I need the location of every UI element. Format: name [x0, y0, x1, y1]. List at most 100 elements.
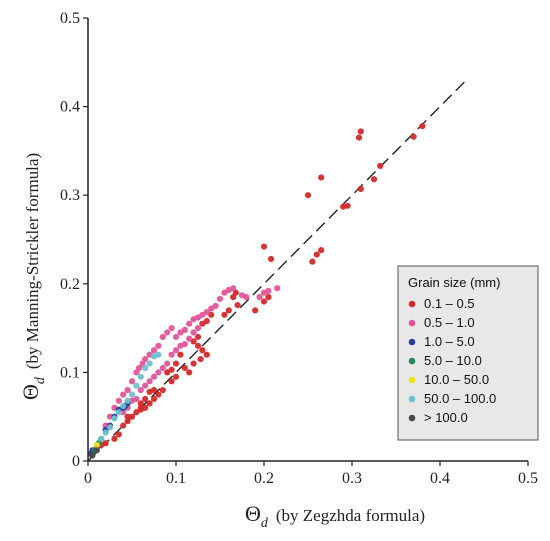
data-point	[155, 369, 162, 376]
data-point	[93, 447, 100, 454]
data-point	[146, 378, 153, 385]
data-point	[230, 293, 237, 301]
data-point	[181, 364, 188, 372]
data-point	[177, 329, 184, 336]
data-point	[355, 134, 363, 141]
data-points-layer	[87, 122, 426, 459]
data-point	[267, 255, 275, 263]
x-tick-label: 0	[84, 470, 92, 487]
tick-labels-layer: 0 0.1 0.2 0.3 0.4 0.5 0 0.1 0.2 0.3 0.4 0.5	[60, 10, 538, 487]
data-point	[194, 325, 202, 332]
data-point	[340, 203, 347, 210]
data-point	[318, 247, 325, 254]
legend-marker	[408, 357, 416, 365]
legend-marker	[408, 395, 416, 403]
data-point	[106, 424, 114, 431]
data-point	[194, 342, 202, 349]
data-point	[111, 415, 118, 422]
data-point	[410, 133, 417, 140]
legend-marker	[408, 338, 416, 346]
legend-box	[397, 265, 539, 441]
legend-label: 1.0 – 5.0	[424, 334, 475, 349]
data-point	[186, 369, 193, 376]
y-tick-label: 0.3	[60, 187, 80, 204]
data-point	[142, 364, 149, 372]
data-point	[120, 391, 127, 398]
data-point	[146, 400, 153, 407]
data-point	[260, 243, 268, 250]
data-point	[252, 307, 259, 314]
y-axis-symbol: Θ	[18, 384, 43, 400]
data-point	[260, 289, 268, 296]
x-axis-subscript: d	[261, 516, 269, 531]
data-point	[190, 360, 197, 367]
data-point	[199, 320, 206, 327]
data-point	[102, 429, 109, 436]
axes-layer	[83, 17, 529, 466]
data-point	[124, 413, 131, 420]
data-point	[150, 395, 158, 403]
data-point	[133, 409, 140, 416]
legend-marker	[408, 300, 416, 308]
data-point	[208, 305, 215, 312]
data-point	[377, 162, 384, 170]
x-tick-label: 0.3	[342, 470, 362, 487]
data-point	[150, 353, 158, 360]
data-point	[168, 366, 175, 373]
data-point	[128, 391, 136, 398]
x-axis-text: (by Zegzhda formula)	[276, 506, 425, 525]
data-point	[115, 397, 122, 404]
data-point	[155, 391, 162, 398]
y-tick-label: 0.1	[60, 364, 80, 381]
legend-label: 5.0 – 10.0	[424, 353, 482, 368]
data-point	[115, 431, 122, 438]
data-point	[168, 325, 175, 332]
data-point	[190, 329, 197, 336]
data-point	[93, 441, 100, 449]
data-point	[164, 329, 171, 336]
data-point	[89, 452, 96, 459]
data-point	[159, 364, 166, 372]
data-point	[172, 373, 180, 380]
x-tick-label: 0.2	[254, 470, 274, 487]
data-point	[238, 292, 246, 299]
data-point	[304, 192, 312, 199]
data-point	[137, 400, 144, 407]
legend-label: 0.5 – 1.0	[424, 315, 475, 330]
legend-marker	[408, 319, 416, 327]
data-point	[197, 356, 204, 363]
data-point	[124, 418, 131, 425]
y-axis-subscript: d	[33, 376, 48, 384]
data-point	[274, 285, 281, 292]
data-point	[199, 347, 206, 354]
legend-label: 0.1 – 0.5	[424, 296, 475, 311]
data-point	[419, 122, 426, 130]
y-tick-label: 0.2	[60, 276, 80, 293]
data-point	[260, 298, 268, 305]
x-tick-label: 0.4	[430, 470, 450, 487]
data-point	[357, 185, 364, 193]
data-point	[128, 413, 136, 420]
data-point	[181, 340, 188, 348]
data-point	[155, 342, 162, 349]
x-tick-label: 0.5	[518, 470, 538, 487]
data-point	[150, 373, 158, 380]
data-point	[216, 295, 224, 302]
data-point	[186, 320, 193, 327]
legend-label: 50.0 – 100.0	[424, 391, 496, 406]
legend-items: 0.1 – 0.5 0.5 – 1.0 1.0 – 5.0 5.0 – 10.0 10.…	[408, 296, 496, 425]
x-axis-label: Θd (by Zegzhda formula)	[245, 501, 425, 531]
data-point	[256, 293, 263, 301]
data-point	[221, 289, 228, 296]
data-point	[124, 397, 131, 404]
data-point	[124, 387, 131, 394]
x-axis-symbol: Θ	[245, 501, 261, 526]
data-point	[128, 378, 136, 385]
data-point	[159, 387, 166, 394]
data-point	[115, 409, 122, 416]
legend-label: > 100.0	[424, 410, 468, 425]
data-point	[137, 404, 144, 411]
data-point	[186, 335, 193, 342]
data-point	[111, 435, 118, 442]
data-point	[177, 351, 184, 358]
